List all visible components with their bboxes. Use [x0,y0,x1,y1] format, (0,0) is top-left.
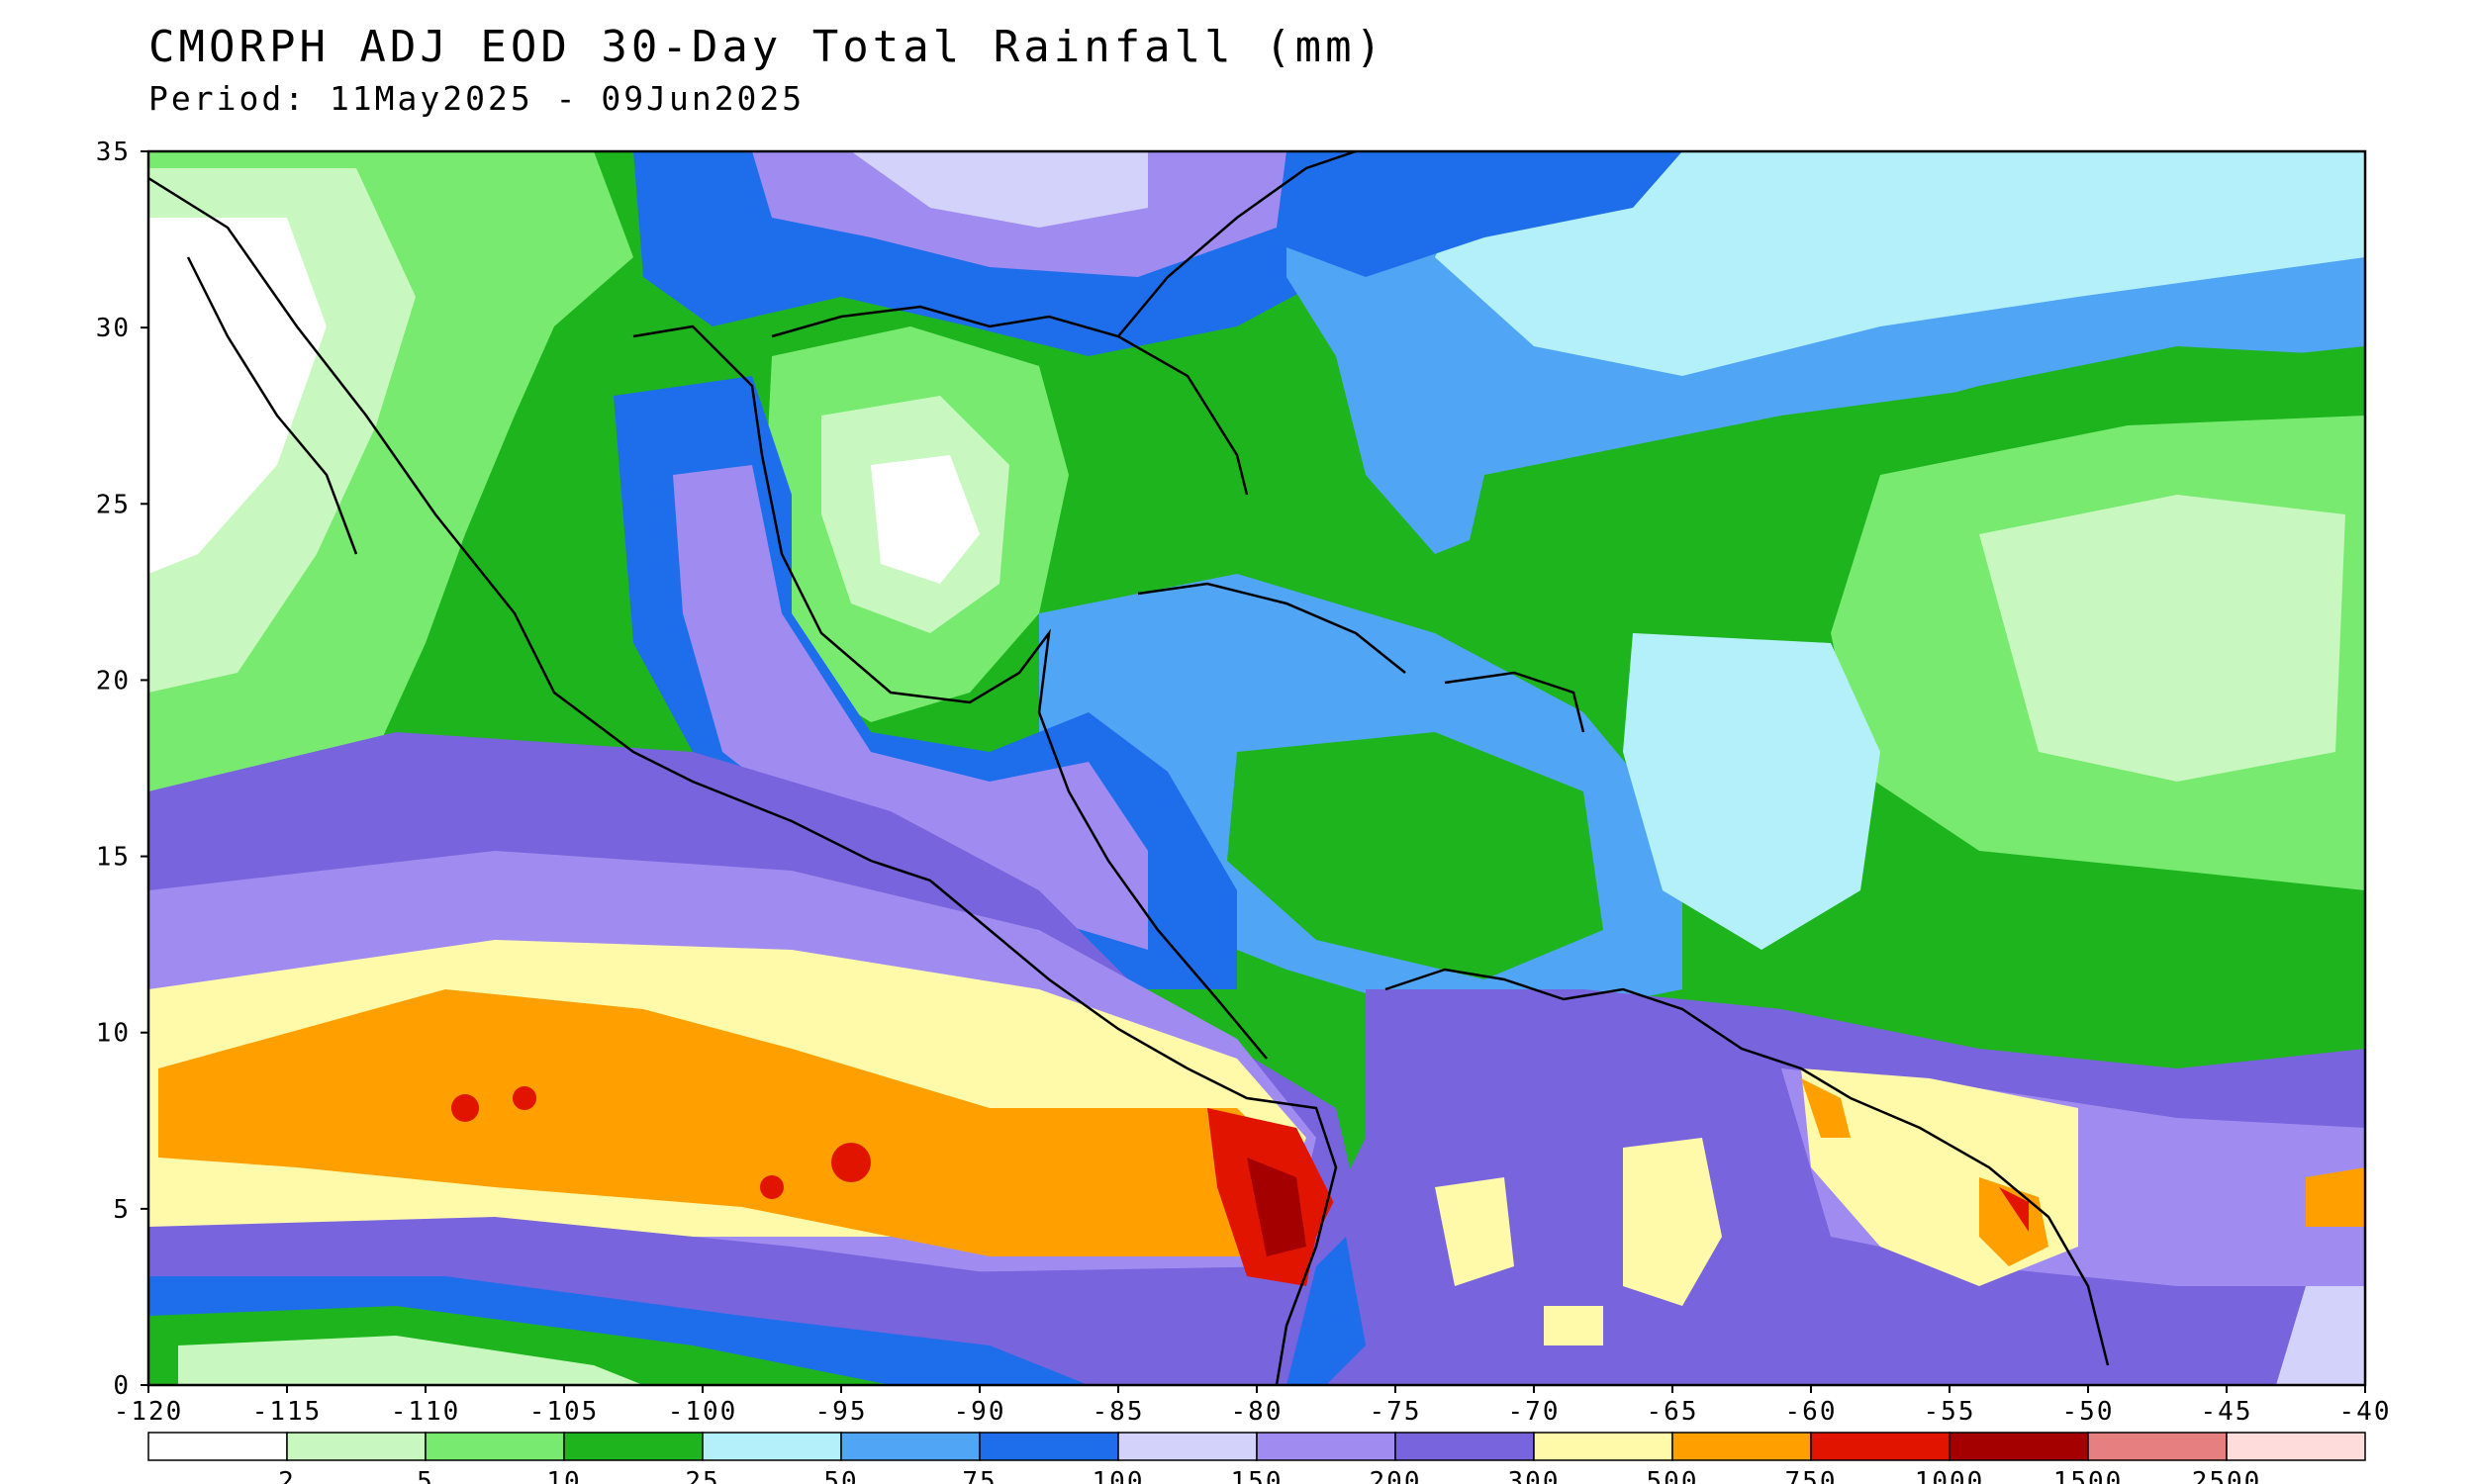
y-tick-label: 30 [96,314,131,343]
x-tick-label: -75 [1370,1397,1422,1427]
x-tick-label: -120 [114,1397,184,1427]
colorbar-label: 150 [1231,1467,1284,1484]
y-tick-label: 25 [96,490,131,519]
colorbar-swatch [1949,1432,2089,1461]
colorbar-label: 750 [1785,1467,1838,1484]
x-tick-label: -85 [1093,1397,1145,1427]
colorbar-swatch [1533,1432,1673,1461]
x-tick-label: -60 [1785,1397,1838,1427]
x-tick-label: -115 [252,1397,323,1427]
x-tick-label: -105 [529,1397,600,1427]
colorbar-swatch [1394,1432,1535,1461]
colorbar-swatch [1671,1432,1812,1461]
colorbar-swatch [840,1432,981,1461]
x-tick-label: -80 [1231,1397,1284,1427]
x-tick-label: -40 [2339,1397,2392,1427]
x-tick-label: -95 [815,1397,868,1427]
colorbar-swatch [2087,1432,2228,1461]
y-tick-label: 15 [96,843,131,873]
y-tick-label: 0 [113,1371,131,1401]
colorbar-label: 2500 [2192,1467,2262,1484]
colorbar-swatch [1810,1432,1951,1461]
colorbar-label: 1000 [1915,1467,1985,1484]
x-tick-label: -110 [391,1397,461,1427]
x-axis: -120 -115 -110 -105 -100 -95 -90 -85 -80 -75 -70 -6… [114,1385,2392,1427]
colorbar-label: 75 [962,1467,997,1484]
x-tick-label: -55 [1924,1397,1976,1427]
colorbar-label: 1500 [2053,1467,2124,1484]
rainfall-field [148,151,2365,1385]
colorbar-swatch [147,1432,288,1461]
colorbar-swatch [979,1432,1119,1461]
x-tick-label: -65 [1647,1397,1699,1427]
y-tick-label: 10 [96,1019,131,1049]
colorbar-label: 300 [1508,1467,1561,1484]
colorbar-label: 5 [417,1467,434,1484]
colorbar-label: 100 [1093,1467,1145,1484]
x-tick-label: -90 [954,1397,1006,1427]
colorbar-label: 200 [1370,1467,1422,1484]
colorbar-swatch [1117,1432,1258,1461]
colorbar-label: 25 [685,1467,719,1484]
x-tick-label: -70 [1508,1397,1561,1427]
coastlines [148,151,2110,1385]
colorbar: 2 5 10 25 50 75 100 150 200 300 500 750 1000 1500 2500 [147,1432,2366,1484]
colorbar-swatch [286,1432,427,1461]
colorbar-label: 500 [1647,1467,1699,1484]
colorbar-label: 10 [546,1467,581,1484]
y-axis: 0 5 10 15 20 25 30 35 [96,138,148,1401]
x-tick-label: -50 [2062,1397,2115,1427]
period-label: Period: 11May2025 - 09Jun2025 [148,79,806,118]
colorbar-label: 50 [823,1467,858,1484]
x-tick-label: -45 [2201,1397,2253,1427]
colorbar-swatch [1256,1432,1396,1461]
y-tick-label: 20 [96,666,131,696]
colorbar-swatch [702,1432,842,1461]
x-tick-label: -100 [668,1397,738,1427]
colorbar-swatch [425,1432,565,1461]
map-title: CMORPH ADJ EOD 30-Day Total Rainfall (mm… [148,22,1386,72]
y-tick-label: 35 [96,138,131,167]
y-tick-label: 5 [113,1195,131,1225]
colorbar-swatch [563,1432,704,1461]
colorbar-swatch [2226,1432,2366,1461]
colorbar-label: 2 [278,1467,296,1484]
